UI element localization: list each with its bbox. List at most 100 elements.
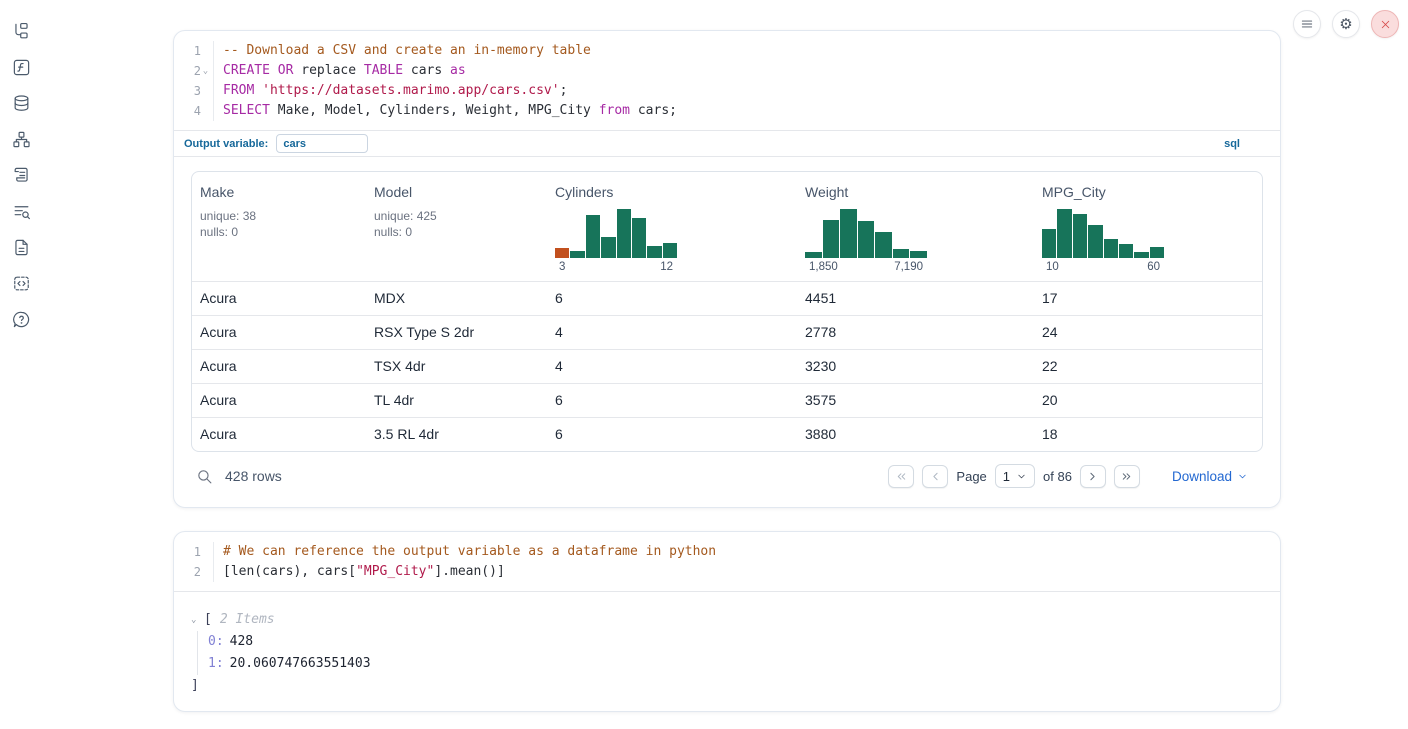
histogram-bar <box>840 209 857 258</box>
table-cell: 18 <box>1042 426 1058 442</box>
column-title[interactable]: MPG_City <box>1042 184 1106 200</box>
column-title[interactable]: Make <box>200 184 235 200</box>
sql-code-editor[interactable]: 1 -- Download a CSV and create an in-memo… <box>174 31 1280 130</box>
items-count-label: 2 Items <box>219 612 275 627</box>
sidebar-item-help[interactable] <box>9 308 33 330</box>
tree-entry-key: 0: <box>208 634 224 649</box>
pagination: Page 1 of 86 Download <box>888 464 1263 488</box>
axis-max-label: 60 <box>1147 261 1160 273</box>
page-select[interactable]: 1 <box>994 464 1036 488</box>
table-cell: 24 <box>1042 324 1058 340</box>
page-label: Page <box>956 468 987 484</box>
chevron-down-icon <box>1239 474 1246 478</box>
shutdown-button[interactable] <box>1371 10 1399 38</box>
menu-icon <box>1301 20 1313 28</box>
last-page-button[interactable] <box>1113 464 1140 488</box>
sidebar-item-datasources[interactable] <box>9 92 33 114</box>
histogram-bar <box>875 232 892 258</box>
histogram-axis-labels: 3 12 <box>555 261 677 273</box>
column-stat: nulls: 0 <box>200 225 239 239</box>
output-tree: ⌄ [ 2 Items 0: 428 1: 20.060747663551403 ] <box>174 592 1280 697</box>
prev-page-button[interactable] <box>922 464 949 488</box>
table-row: Acura RSX Type S 2dr 4 2778 24 <box>192 315 1262 349</box>
code-line: 2 ⌄ CREATE OR replace TABLE cars as <box>174 61 1280 81</box>
column-stat: unique: 38 <box>200 209 257 223</box>
sidebar-item-snippets[interactable] <box>9 272 33 294</box>
histogram-bar <box>892 249 910 258</box>
log-search-icon <box>14 205 30 219</box>
code-line: 1 # We can reference the output variable … <box>174 542 1280 562</box>
code-text: -- Download a CSV and create an in-memor… <box>223 43 591 58</box>
column-header-make: Make unique: 38 nulls: 0 <box>192 172 366 281</box>
line-gutter: 1 <box>174 542 214 562</box>
histogram-bar <box>822 220 840 258</box>
notebook-actions: ⚙ <box>1293 10 1399 38</box>
column-header-weight: Weight 1,850 7,190 <box>797 172 1034 281</box>
search-button[interactable] <box>196 468 213 485</box>
sidebar-item-dependencies[interactable] <box>9 128 33 150</box>
line-number: 1 <box>193 44 201 58</box>
page-select-value: 1 <box>1002 468 1011 484</box>
histogram-bar <box>1088 225 1103 258</box>
sidebar-item-outputs[interactable] <box>9 164 33 186</box>
table-cell: RSX Type S 2dr <box>374 324 475 340</box>
sidebar-item-documentation[interactable] <box>9 236 33 258</box>
python-code-editor[interactable]: 1 # We can reference the output variable … <box>174 532 1280 591</box>
sidebar-item-logs[interactable] <box>9 200 33 222</box>
table-row: Acura 3.5 RL 4dr 6 3880 18 <box>192 417 1262 451</box>
tree-root: ⌄ [ 2 Items <box>191 609 1280 631</box>
settings-button[interactable]: ⚙ <box>1332 10 1360 38</box>
table-cell: 6 <box>555 426 563 442</box>
table-cell: 4451 <box>805 290 837 306</box>
next-page-button[interactable] <box>1079 464 1106 488</box>
document-icon <box>14 239 28 255</box>
data-table: Make unique: 38 nulls: 0 Model unique: 425 nu… <box>191 171 1263 452</box>
tree-entry-value: 20.060747663551403 <box>229 656 371 671</box>
output-variable-label: Output variable: <box>184 137 269 150</box>
first-page-button[interactable] <box>888 464 915 488</box>
line-gutter: 4 <box>174 101 214 121</box>
menu-button[interactable] <box>1293 10 1321 38</box>
open-bracket: [ <box>204 612 212 627</box>
line-gutter: 2 ⌄ <box>174 61 214 81</box>
code-text: CREATE OR replace TABLE cars as <box>223 63 466 78</box>
histogram-axis-labels: 10 60 <box>1042 261 1164 273</box>
column-title[interactable]: Weight <box>805 184 849 200</box>
sidebar-item-variables[interactable] <box>9 56 33 78</box>
table-cell: TL 4dr <box>374 392 414 408</box>
column-header-model: Model unique: 425 nulls: 0 <box>366 172 547 281</box>
histogram-bar <box>1072 214 1088 258</box>
histogram-bar <box>857 221 875 258</box>
chevrons-left-icon <box>897 472 906 480</box>
column-title[interactable]: Model <box>374 184 413 200</box>
sidebar-item-file-tree[interactable] <box>9 20 33 42</box>
chevrons-right-icon <box>1123 472 1131 480</box>
collapse-toggle-icon[interactable]: ⌄ <box>191 615 197 625</box>
search-icon <box>198 469 212 483</box>
line-gutter: 1 <box>174 41 214 61</box>
column-title[interactable]: Cylinders <box>555 184 614 200</box>
page-total-label: of 86 <box>1043 468 1072 484</box>
histogram-bars <box>555 208 677 258</box>
table-cell: 6 <box>555 290 563 306</box>
code-line: 4 SELECT Make, Model, Cylinders, Weight, … <box>174 101 1280 121</box>
line-number: 4 <box>193 104 201 118</box>
histogram-bar <box>1103 239 1118 258</box>
column-header-cylinders: Cylinders 3 12 <box>547 172 797 281</box>
code-text: [len(cars), cars["MPG_City"].mean()] <box>223 564 505 579</box>
tree-entry-key: 1: <box>208 656 224 671</box>
table-cell: 3230 <box>805 358 837 374</box>
function-icon <box>13 59 29 75</box>
fold-toggle-icon[interactable]: ⌄ <box>202 66 209 76</box>
table-cell: Acura <box>200 324 237 340</box>
histogram-bar <box>1057 209 1072 258</box>
output-variable-input[interactable] <box>276 134 369 153</box>
download-button[interactable]: Download <box>1166 468 1254 485</box>
table-cell: 6 <box>555 392 563 408</box>
language-badge-sql[interactable]: sql <box>1218 137 1246 151</box>
histogram-bar <box>1149 247 1164 258</box>
line-number: 1 <box>193 545 201 559</box>
table-cell: 17 <box>1042 290 1058 306</box>
file-tree-icon <box>14 22 28 38</box>
tree-entry: 1: 20.060747663551403 <box>208 653 1280 675</box>
